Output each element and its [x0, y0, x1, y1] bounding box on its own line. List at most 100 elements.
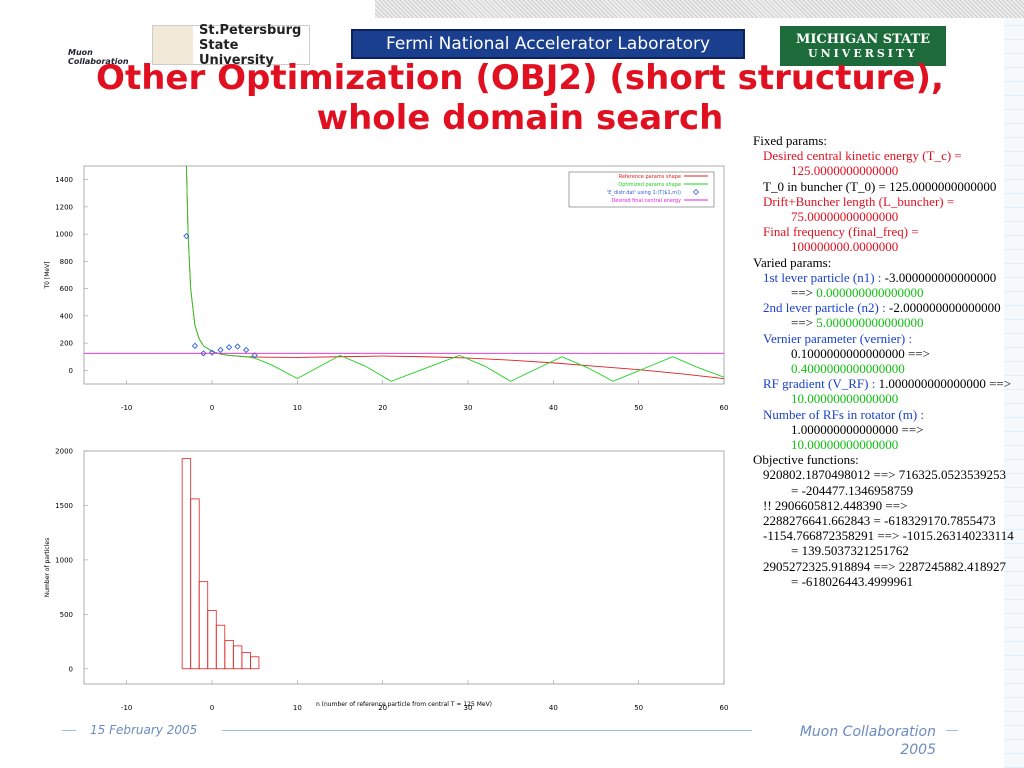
footer-line [946, 730, 958, 731]
x-tick-label: 50 [634, 704, 643, 712]
param: Final frequency (final_freq) = 100000000… [763, 224, 919, 255]
banner [375, 0, 1024, 18]
logo: Muon Collaboration [68, 20, 138, 66]
param-part: 2nd lever particle (n2) : [763, 300, 886, 316]
bar [224, 640, 234, 670]
param: T_0 in buncher (T_0) = 125.0000000000000 [763, 178, 997, 194]
y-tick-label: 500 [60, 611, 73, 619]
logo-text: State University [199, 37, 274, 68]
x-tick-label: 10 [293, 704, 302, 712]
param-part: -2.000000000000000 ==> [791, 300, 1001, 331]
point [251, 352, 258, 359]
logo: Fermi National Accelerator Laboratory [351, 29, 745, 59]
legend-marker [692, 188, 700, 196]
y-tick-label: 800 [60, 258, 73, 266]
param-part: 5.000000000000000 [816, 315, 924, 331]
y-tick-label: 400 [60, 312, 73, 320]
point [225, 344, 233, 351]
y-tick-label: 0 [69, 665, 73, 673]
objective: 920802.1870498012 ==> 716325.0523539253 … [763, 467, 1006, 498]
x-tick-label: -10 [121, 704, 132, 712]
heading: Fixed params: [753, 133, 828, 148]
footer-date: 15 February 2005 [90, 723, 198, 737]
bar [207, 610, 217, 670]
y-tick-label: 1400 [55, 176, 73, 184]
param: Vernier parameter (vernier) : 0.10000000… [753, 331, 1015, 377]
point [208, 349, 216, 356]
x-tick-label: 20 [378, 704, 387, 712]
y-tick-label: 200 [60, 340, 73, 348]
objective: !! 2906605812.448390 ==> 2288276641.6628… [763, 497, 996, 529]
x-tick-label: 0 [210, 704, 214, 712]
bar [249, 656, 260, 670]
param-part: -3.000000000000000 ==> [791, 269, 997, 301]
param: Number of RFs in rotator (m) : 1.0000000… [753, 407, 1015, 453]
varied-list: 1st lever particle (n1) : -3.00000000000… [753, 270, 1015, 452]
x-tick-label: 60 [720, 704, 729, 712]
point [234, 343, 241, 350]
y-tick-label: 1200 [55, 203, 73, 211]
plot-frame [83, 165, 725, 385]
y-axis-label: T0 [MeV] [44, 261, 51, 289]
y-tick-label: 1000 [55, 231, 73, 239]
footer-org: Muon Collaboration 2005 [799, 724, 936, 758]
y-tick-label: 1500 [55, 502, 73, 510]
bar [198, 581, 209, 670]
x-tick-label: -10 [121, 404, 132, 412]
y-tick-label: 0 [69, 367, 73, 375]
param-part: Vernier parameter (vernier) : [763, 330, 913, 346]
param: Drift+Buncher length (L_buncher) = 75.00… [763, 193, 955, 225]
param-part: Number of RFs in rotator (m) : [763, 406, 925, 422]
point [242, 346, 250, 354]
x-tick-label: 50 [634, 404, 643, 412]
x-axis-label: n (number of reference particle from cen… [316, 701, 492, 708]
x-tick-label: 10 [293, 404, 302, 412]
point [183, 233, 190, 240]
x-tick-label: 60 [720, 404, 729, 412]
logo: MICHIGAN STATE UNIVERSITY [780, 26, 946, 66]
y-tick-label: 1000 [55, 556, 73, 564]
bar [215, 624, 226, 670]
side-strip [1004, 18, 1024, 768]
param-part: 10.00000000000000 [791, 437, 899, 453]
footer-line [222, 730, 752, 731]
param-part: 10.00000000000000 [791, 391, 899, 407]
y-axis-label: Number of particles [44, 538, 51, 597]
slide-title: Other Optimization (OBJ2) (short structu… [96, 58, 944, 138]
x-tick-label: 0 [210, 404, 214, 412]
legend-label: Reference params shape [619, 174, 681, 180]
param-part: 0.1000000000000000 ==> [791, 345, 930, 361]
logo-text: Muon Collaboration [68, 48, 129, 66]
param-part: 1.000000000000000 ==> [791, 421, 924, 437]
bar [181, 458, 192, 670]
param-part: RF gradient (V_RF) : [763, 376, 876, 392]
heading: Varied params: [753, 254, 832, 270]
param-part: 0.000000000000000 [816, 285, 924, 301]
point [191, 342, 199, 349]
param: 1st lever particle (n1) : -3.00000000000… [753, 270, 1015, 300]
legend-label: 'E_distr.dat' using 1:(T($1,m)) [607, 190, 681, 196]
legend-label: Optimized params shape [618, 182, 681, 188]
x-tick-label: 20 [378, 404, 387, 412]
legend [568, 171, 715, 208]
footer-line [62, 730, 76, 731]
logo-text: UNIVERSITY [808, 47, 918, 60]
plot-frame [83, 450, 725, 685]
legend-label: Desired final central energy [611, 198, 681, 204]
point [200, 350, 207, 357]
plot [84, 166, 724, 382]
param: RF gradient (V_RF) : 1.000000000000000 =… [753, 376, 1015, 406]
x-tick-label: 30 [464, 704, 473, 712]
line [185, 166, 724, 382]
objective: 2905272325.918894 ==> 2287245882.418927 … [763, 558, 1006, 589]
x-tick-label: 30 [464, 404, 473, 412]
heading: Objective functions: [753, 452, 859, 468]
bar [190, 498, 200, 670]
param-part: 1st lever particle (n1) : [763, 269, 882, 285]
y-tick-label: 2000 [55, 448, 73, 456]
x-tick-label: 40 [549, 404, 558, 412]
param: Desired central kinetic energy (T_c) = 1… [763, 148, 962, 179]
point [217, 346, 224, 354]
